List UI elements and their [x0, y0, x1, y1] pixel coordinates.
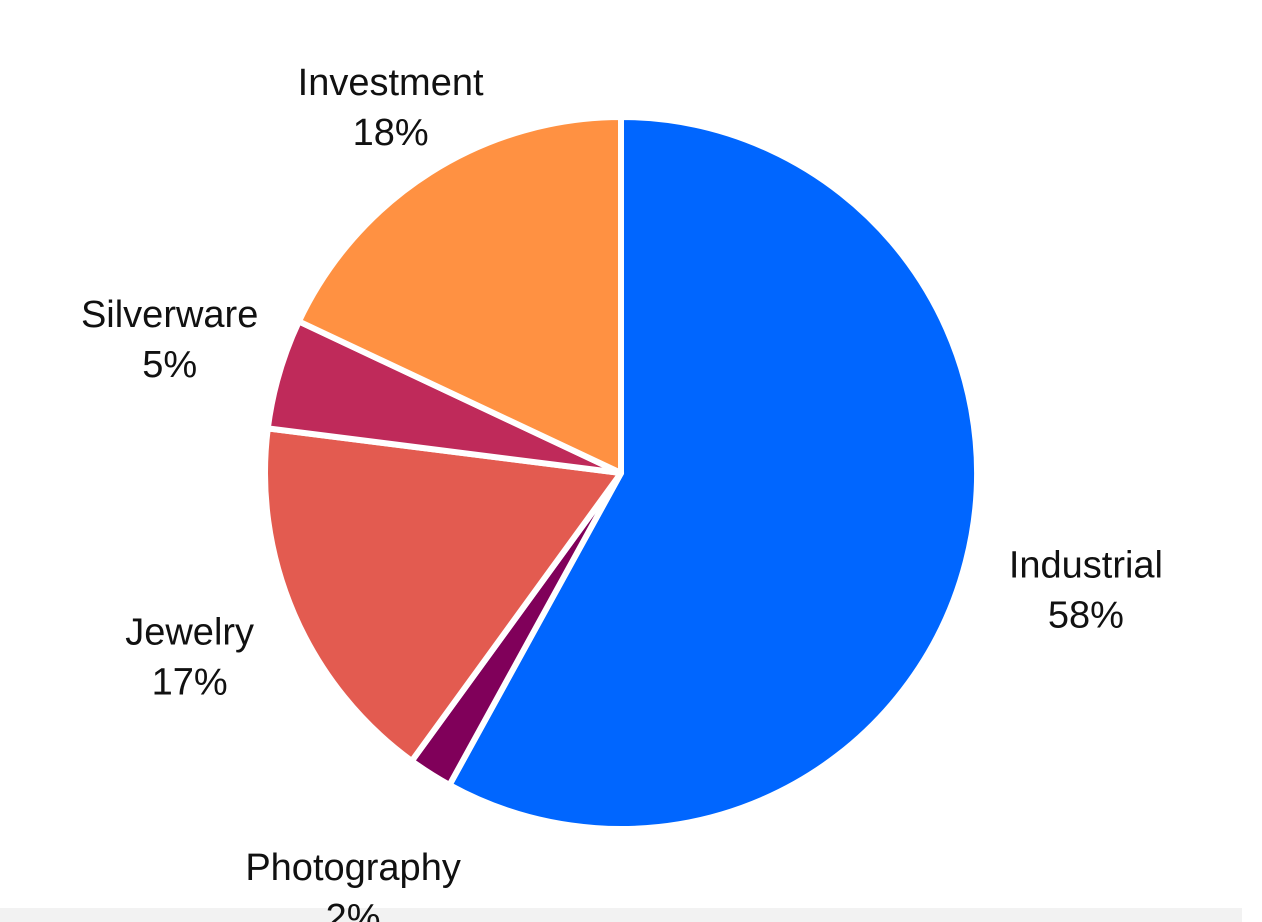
slice-label: Industrial: [1009, 544, 1163, 586]
slice-label: Photography: [245, 847, 461, 889]
slice-label: Jewelry: [125, 612, 254, 654]
footer-strip: [0, 908, 1242, 922]
value-label: 58%: [1048, 594, 1124, 636]
slice-label: Silverware: [81, 294, 258, 336]
value-label: 5%: [142, 344, 197, 386]
value-label: 17%: [152, 662, 228, 704]
value-label: 18%: [353, 112, 429, 154]
pie-slice: [446, 114, 980, 832]
slice-label: Investment: [298, 62, 484, 104]
pie-slice: [295, 114, 624, 476]
value-label: 2%: [326, 897, 381, 922]
pie-slice: [262, 425, 624, 765]
